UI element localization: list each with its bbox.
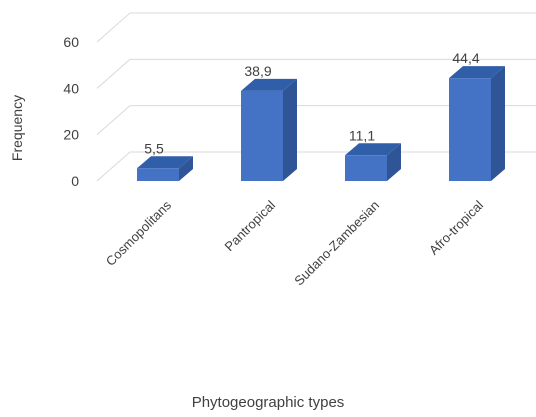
data-labels: 5,5 38,9 11,1 44,4 <box>144 50 480 156</box>
y-axis-title: Frequency <box>9 95 25 161</box>
bar-sudano-zambesian <box>345 143 401 181</box>
data-label: 11,1 <box>349 127 375 143</box>
x-tick-label: Sudano-Zambesian <box>291 198 382 289</box>
y-tick-label: 60 <box>63 34 79 50</box>
bar-top <box>241 78 297 91</box>
gridline-diagonal <box>96 105 131 136</box>
gridline-diagonal <box>96 151 131 182</box>
bar-afro-tropical <box>449 66 505 181</box>
bar-cosmopolitans <box>137 156 193 181</box>
x-tick-label: Afro-tropical <box>426 197 486 257</box>
bar-face <box>241 90 283 181</box>
bar-top <box>345 143 401 156</box>
bar-pantropical <box>241 78 297 181</box>
y-tick-label: 40 <box>63 80 79 96</box>
bar-side <box>179 156 193 181</box>
y-tick-label: 20 <box>63 127 79 143</box>
x-tick-label: Cosmopolitans <box>103 197 175 269</box>
bar-side <box>283 78 297 181</box>
bar-face <box>345 155 387 181</box>
y-axis-ticks: 0 20 40 60 <box>63 34 79 189</box>
data-label: 5,5 <box>144 140 164 156</box>
bar-side <box>387 143 401 181</box>
bar-side <box>491 66 505 181</box>
bar-top <box>449 66 505 79</box>
x-tick-label: Pantropical <box>222 197 279 254</box>
y-tick-label: 0 <box>71 173 79 189</box>
bars <box>137 66 505 181</box>
bar-top <box>137 156 193 169</box>
gridline-diagonal <box>96 12 131 43</box>
x-axis-title: Phytogeographic types <box>192 394 345 411</box>
x-axis-ticks: Cosmopolitans Pantropical Sudano-Zambesian… <box>103 197 486 288</box>
gridline-diagonal <box>96 58 131 89</box>
bar-face <box>137 168 179 181</box>
bar-face <box>449 78 491 181</box>
data-label: 38,9 <box>244 63 271 79</box>
data-label: 44,4 <box>452 50 479 66</box>
